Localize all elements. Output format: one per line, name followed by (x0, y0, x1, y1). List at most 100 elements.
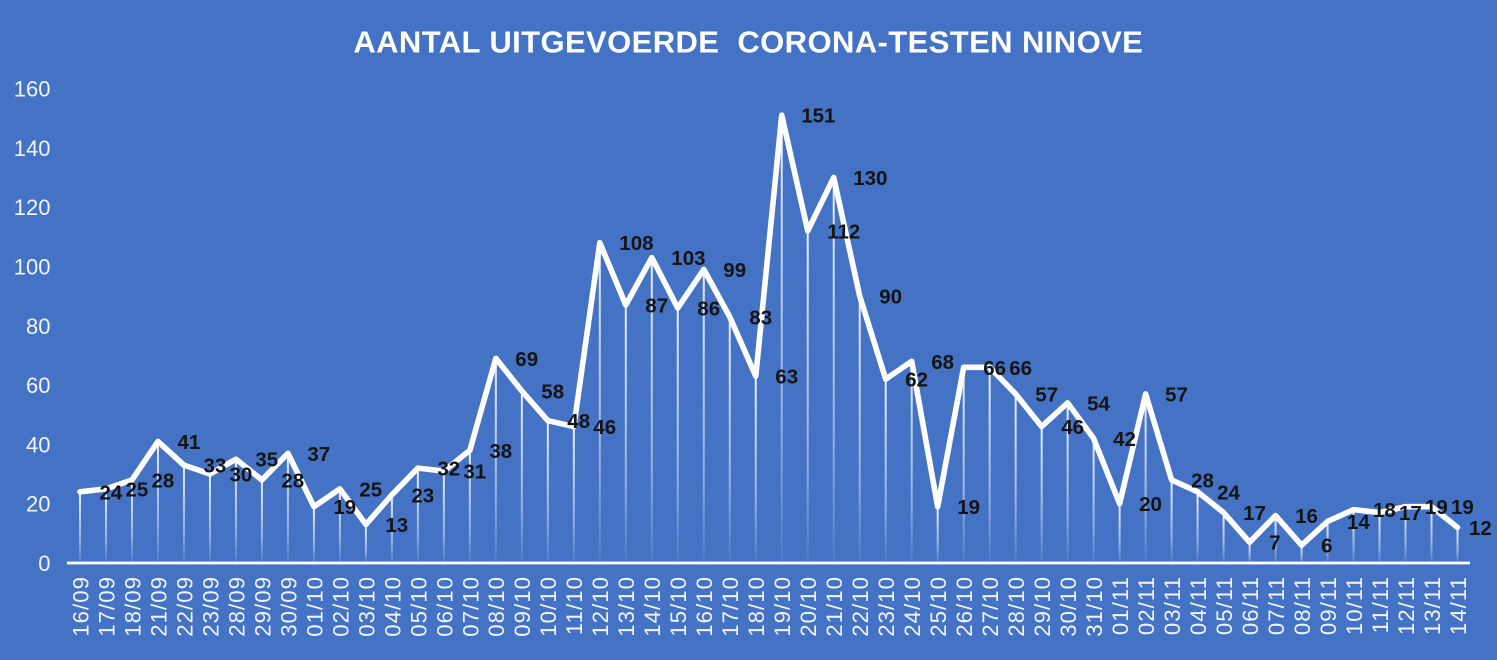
svg-text:24: 24 (100, 481, 123, 504)
svg-text:54: 54 (1087, 392, 1110, 415)
svg-text:6: 6 (1321, 535, 1332, 558)
svg-text:13/11: 13/11 (1420, 576, 1445, 635)
svg-text:10/11: 10/11 (1342, 576, 1367, 635)
svg-text:11/10: 11/10 (562, 576, 587, 635)
svg-text:57: 57 (1035, 384, 1058, 407)
svg-text:33: 33 (204, 455, 227, 478)
svg-text:66: 66 (1009, 357, 1032, 380)
svg-text:30/09: 30/09 (276, 576, 301, 637)
svg-text:06/11: 06/11 (1238, 576, 1263, 635)
svg-text:21/10: 21/10 (822, 576, 847, 637)
svg-text:69: 69 (515, 348, 538, 371)
svg-text:19: 19 (957, 496, 980, 519)
svg-text:90: 90 (879, 286, 902, 309)
svg-text:14/11: 14/11 (1446, 576, 1471, 635)
svg-text:09/11: 09/11 (1316, 576, 1341, 635)
svg-text:40: 40 (26, 432, 50, 457)
svg-text:108: 108 (619, 232, 653, 255)
svg-text:32: 32 (437, 458, 460, 481)
svg-text:05/10: 05/10 (406, 576, 431, 637)
svg-text:23/10: 23/10 (874, 576, 899, 637)
svg-text:12: 12 (1469, 517, 1492, 540)
svg-text:17/09: 17/09 (94, 576, 119, 637)
svg-text:41: 41 (178, 431, 201, 454)
svg-text:23: 23 (411, 484, 434, 507)
svg-text:04/11: 04/11 (1186, 576, 1211, 635)
svg-text:02/11: 02/11 (1134, 576, 1159, 635)
svg-text:23/09: 23/09 (198, 576, 223, 637)
svg-text:18: 18 (1373, 499, 1396, 522)
svg-text:07/10: 07/10 (458, 576, 483, 637)
svg-text:AANTAL UITGEVOERDE CORONA-TES: AANTAL UITGEVOERDE CORONA-TESTEN NINOVE (353, 25, 1143, 60)
svg-text:06/10: 06/10 (432, 576, 457, 637)
svg-text:17: 17 (1399, 502, 1422, 525)
svg-text:09/10: 09/10 (510, 576, 535, 637)
svg-text:24: 24 (1217, 481, 1240, 504)
svg-text:01/11: 01/11 (1108, 576, 1133, 635)
svg-text:140: 140 (14, 136, 51, 161)
svg-text:03/10: 03/10 (354, 576, 379, 637)
svg-text:31/10: 31/10 (1082, 576, 1107, 637)
svg-text:02/10: 02/10 (328, 576, 353, 637)
svg-text:87: 87 (645, 295, 668, 318)
svg-text:24/10: 24/10 (900, 576, 925, 637)
svg-text:57: 57 (1165, 384, 1188, 407)
svg-text:130: 130 (853, 167, 887, 190)
svg-text:20: 20 (26, 492, 50, 517)
svg-text:16/10: 16/10 (692, 576, 717, 637)
svg-text:31: 31 (463, 461, 486, 484)
svg-text:08/11: 08/11 (1290, 576, 1315, 635)
svg-text:0: 0 (38, 551, 50, 576)
svg-text:07/11: 07/11 (1264, 576, 1289, 635)
svg-text:18/10: 18/10 (744, 576, 769, 637)
svg-text:19: 19 (333, 496, 356, 519)
svg-text:13/10: 13/10 (614, 576, 639, 637)
svg-text:27/10: 27/10 (978, 576, 1003, 637)
svg-text:13: 13 (385, 514, 408, 537)
svg-text:60: 60 (26, 373, 50, 398)
svg-text:80: 80 (26, 314, 50, 339)
svg-text:99: 99 (723, 259, 746, 282)
svg-text:62: 62 (905, 369, 928, 392)
svg-text:22/10: 22/10 (848, 576, 873, 637)
svg-text:05/11: 05/11 (1212, 576, 1237, 635)
svg-text:26/10: 26/10 (952, 576, 977, 637)
svg-text:68: 68 (931, 351, 954, 374)
svg-text:35: 35 (255, 449, 278, 472)
svg-text:48: 48 (567, 410, 590, 433)
svg-text:12/11: 12/11 (1394, 576, 1419, 635)
svg-text:20/10: 20/10 (796, 576, 821, 637)
svg-text:151: 151 (801, 105, 835, 128)
svg-text:66: 66 (983, 357, 1006, 380)
svg-text:17: 17 (1243, 502, 1266, 525)
svg-text:15/10: 15/10 (666, 576, 691, 637)
svg-text:37: 37 (307, 443, 330, 466)
svg-text:28: 28 (281, 470, 304, 493)
svg-text:46: 46 (593, 416, 616, 439)
svg-text:11/11: 11/11 (1368, 576, 1393, 634)
svg-text:17/10: 17/10 (718, 576, 743, 637)
svg-text:04/10: 04/10 (380, 576, 405, 637)
svg-text:20: 20 (1139, 493, 1162, 516)
svg-text:25: 25 (359, 478, 382, 501)
svg-text:28/10: 28/10 (1004, 576, 1029, 637)
svg-text:19: 19 (1425, 496, 1448, 519)
svg-text:03/11: 03/11 (1160, 576, 1185, 635)
svg-text:100: 100 (14, 254, 51, 279)
svg-text:38: 38 (489, 440, 512, 463)
svg-text:28: 28 (152, 470, 175, 493)
svg-text:103: 103 (671, 247, 705, 270)
svg-text:120: 120 (14, 195, 51, 220)
svg-text:14/10: 14/10 (640, 576, 665, 637)
svg-text:63: 63 (775, 366, 798, 389)
svg-text:10/10: 10/10 (536, 576, 561, 637)
svg-text:21/09: 21/09 (146, 576, 171, 637)
svg-text:12/10: 12/10 (588, 576, 613, 637)
svg-text:42: 42 (1113, 428, 1136, 451)
svg-text:29/09: 29/09 (250, 576, 275, 637)
svg-text:86: 86 (697, 298, 720, 321)
svg-text:29/10: 29/10 (1030, 576, 1055, 637)
svg-text:58: 58 (541, 381, 564, 404)
svg-text:160: 160 (14, 77, 51, 102)
svg-text:19/10: 19/10 (770, 576, 795, 637)
